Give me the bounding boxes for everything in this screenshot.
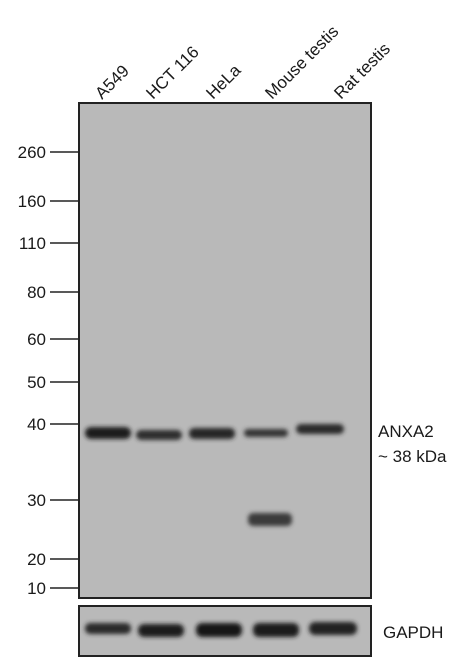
- mw-label-20: 20: [27, 550, 46, 569]
- gapdh-panel: [78, 605, 372, 657]
- mw-labels: 260 160 110 80 60 50 40 30 20 10: [18, 143, 46, 598]
- mw-ticks: [50, 151, 79, 589]
- gapdh-band-mouse-testis: [253, 623, 299, 637]
- band-mouse-testis-27kda: [248, 513, 292, 526]
- lane-label-hela: HeLa: [202, 60, 245, 103]
- target-size: ~ 38 kDa: [378, 447, 447, 466]
- lane-label-hct116: HCT 116: [142, 42, 202, 102]
- mw-label-50: 50: [27, 373, 46, 392]
- band-rat-testis-38kda: [296, 424, 344, 434]
- main-blot-panel: [78, 102, 372, 599]
- mw-label-160: 160: [18, 192, 46, 211]
- mw-label-80: 80: [27, 283, 46, 302]
- mw-label-40: 40: [27, 415, 46, 434]
- gapdh-band-a549: [85, 623, 131, 634]
- lane-label-mouse-testis: Mouse testis: [261, 22, 342, 103]
- target-name: ANXA2: [378, 422, 434, 441]
- loading-control-label: GAPDH: [383, 623, 443, 642]
- gapdh-band-hct116: [138, 624, 184, 637]
- band-hct116-38kda: [136, 430, 182, 440]
- mw-label-10: 10: [27, 579, 46, 598]
- mw-label-60: 60: [27, 330, 46, 349]
- membrane: [78, 102, 372, 599]
- anxa2-bands: [85, 424, 344, 440]
- lane-labels: A549 HCT 116 HeLa Mouse testis Rat testi…: [91, 22, 394, 103]
- mw-label-30: 30: [27, 491, 46, 510]
- lane-label-rat-testis: Rat testis: [330, 39, 394, 103]
- band-hela-38kda: [189, 428, 235, 439]
- band-a549-38kda: [85, 427, 131, 439]
- lane-label-a549: A549: [91, 61, 133, 103]
- gapdh-band-rat-testis: [309, 622, 357, 635]
- target-label: ANXA2 ~ 38 kDa: [378, 422, 447, 466]
- gapdh-band-hela: [196, 623, 242, 637]
- band-mouse-testis-38kda: [244, 429, 288, 437]
- mw-label-260: 260: [18, 143, 46, 162]
- mw-label-110: 110: [19, 234, 46, 253]
